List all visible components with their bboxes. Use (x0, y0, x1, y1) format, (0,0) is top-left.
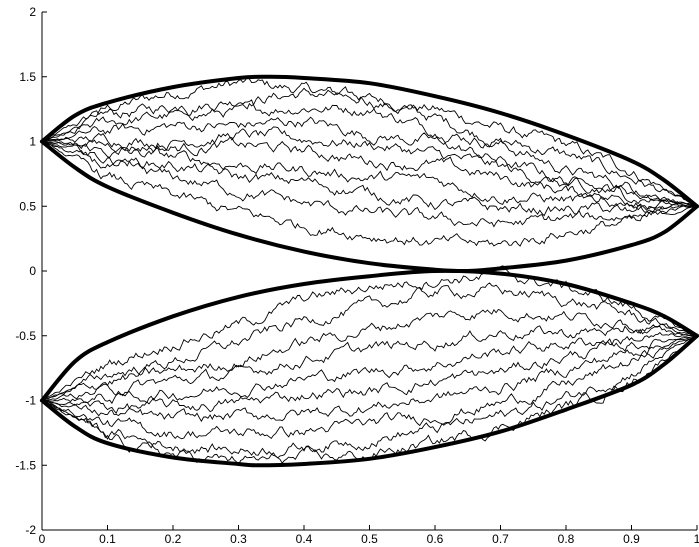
envelope-upper-2 (40, 268, 699, 403)
lower-sample-path (41, 265, 698, 401)
x-tick-label: 0.8 (558, 532, 575, 546)
upper-sample-path (41, 86, 698, 207)
x-tick-label: 0.3 (230, 532, 247, 546)
y-tick-label: -2 (25, 523, 36, 537)
x-tick-label: 0.5 (361, 532, 378, 546)
y-tick-label: -1 (25, 394, 36, 408)
y-tick-label: -1.5 (15, 458, 36, 472)
sample-paths (41, 76, 698, 466)
lower-sample-path (42, 335, 698, 415)
lower-sample-path (41, 335, 698, 423)
x-tick-label: 0.6 (427, 532, 444, 546)
upper-sample-path (41, 99, 698, 207)
upper-sample-path (41, 141, 698, 228)
lower-sample-path (41, 319, 698, 401)
x-tick-label: 0.7 (492, 532, 509, 546)
axis-ticks: 0 0.1 0.2 0.3 0.4 0.5 0.6 0.7 0.8 0.9 1 -2 -1.5 -1 -0.… (15, 5, 699, 546)
y-tick-label: -0.5 (15, 329, 36, 343)
upper-sample-path (41, 141, 698, 247)
x-tick-label: 0.2 (165, 532, 182, 546)
x-tick-label: 1 (694, 532, 699, 546)
upper-sample-path (41, 126, 698, 207)
envelope-upper-1 (40, 74, 699, 209)
lower-sample-path (41, 335, 698, 459)
x-tick-label: 0.1 (99, 532, 116, 546)
x-tick-label: 0.4 (296, 532, 313, 546)
upper-sample-path (41, 116, 698, 207)
upper-sample-path (41, 141, 698, 213)
y-tick-label: 0 (29, 264, 36, 278)
x-tick-label: 0.9 (623, 532, 640, 546)
y-tick-label: 1.5 (19, 70, 36, 84)
envelope-lower-1 (40, 139, 699, 274)
lower-sample-path (41, 282, 698, 401)
envelope-curves (40, 74, 699, 468)
y-tick-label: 0.5 (19, 199, 36, 213)
upper-sample-path (41, 141, 697, 217)
envelope-lower-2 (40, 333, 699, 468)
lower-sample-path (41, 335, 698, 466)
x-tick-label: 0 (39, 532, 46, 546)
lower-sample-path (42, 331, 698, 405)
y-tick-label: 1 (29, 135, 36, 149)
y-tick-label: 2 (29, 5, 36, 19)
lower-sample-path (41, 308, 698, 401)
lower-sample-path (41, 335, 698, 440)
upper-sample-path (41, 76, 698, 207)
